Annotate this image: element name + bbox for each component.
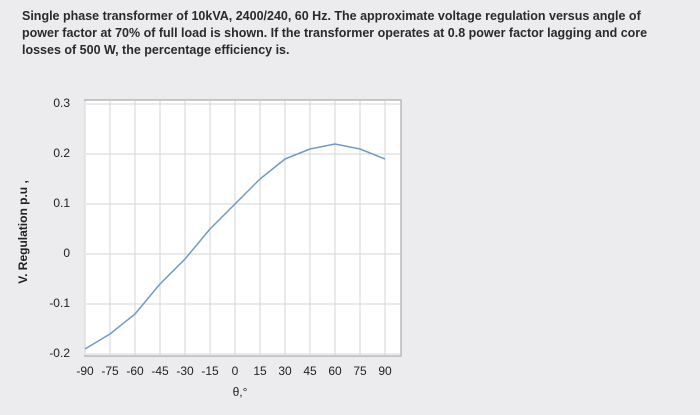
x-tick-label: 0 <box>232 364 239 378</box>
x-tick-label: 30 <box>278 364 292 378</box>
x-tick-label: -60 <box>126 364 144 378</box>
question-text: Single phase transformer of 10kVA, 2400/… <box>22 9 648 57</box>
x-tick-label: 45 <box>303 364 317 378</box>
x-tick-label: -75 <box>101 364 119 378</box>
x-tick-label: -45 <box>151 364 169 378</box>
x-tick-label: 90 <box>378 364 392 378</box>
x-tick-label: -30 <box>176 364 194 378</box>
x-tick-label: -90 <box>76 364 94 378</box>
x-tick-label: 60 <box>328 364 342 378</box>
y-tick-label: 0.3 <box>53 96 70 110</box>
y-tick-label: -0.2 <box>49 346 70 360</box>
plot-area <box>84 99 402 357</box>
x-tick-label: 75 <box>353 364 367 378</box>
y-tick-label: 0 <box>63 246 70 260</box>
y-tick-label: 0.1 <box>53 196 70 210</box>
data-line <box>84 143 386 350</box>
y-axis-label: V. Regulation p.u , <box>16 180 30 284</box>
x-axis-label: θ,° <box>233 385 248 399</box>
y-tick-label: 0.2 <box>53 146 70 160</box>
y-tick-label: -0.1 <box>49 296 70 310</box>
x-tick-label: -15 <box>201 364 219 378</box>
x-tick-label: 15 <box>253 364 267 378</box>
